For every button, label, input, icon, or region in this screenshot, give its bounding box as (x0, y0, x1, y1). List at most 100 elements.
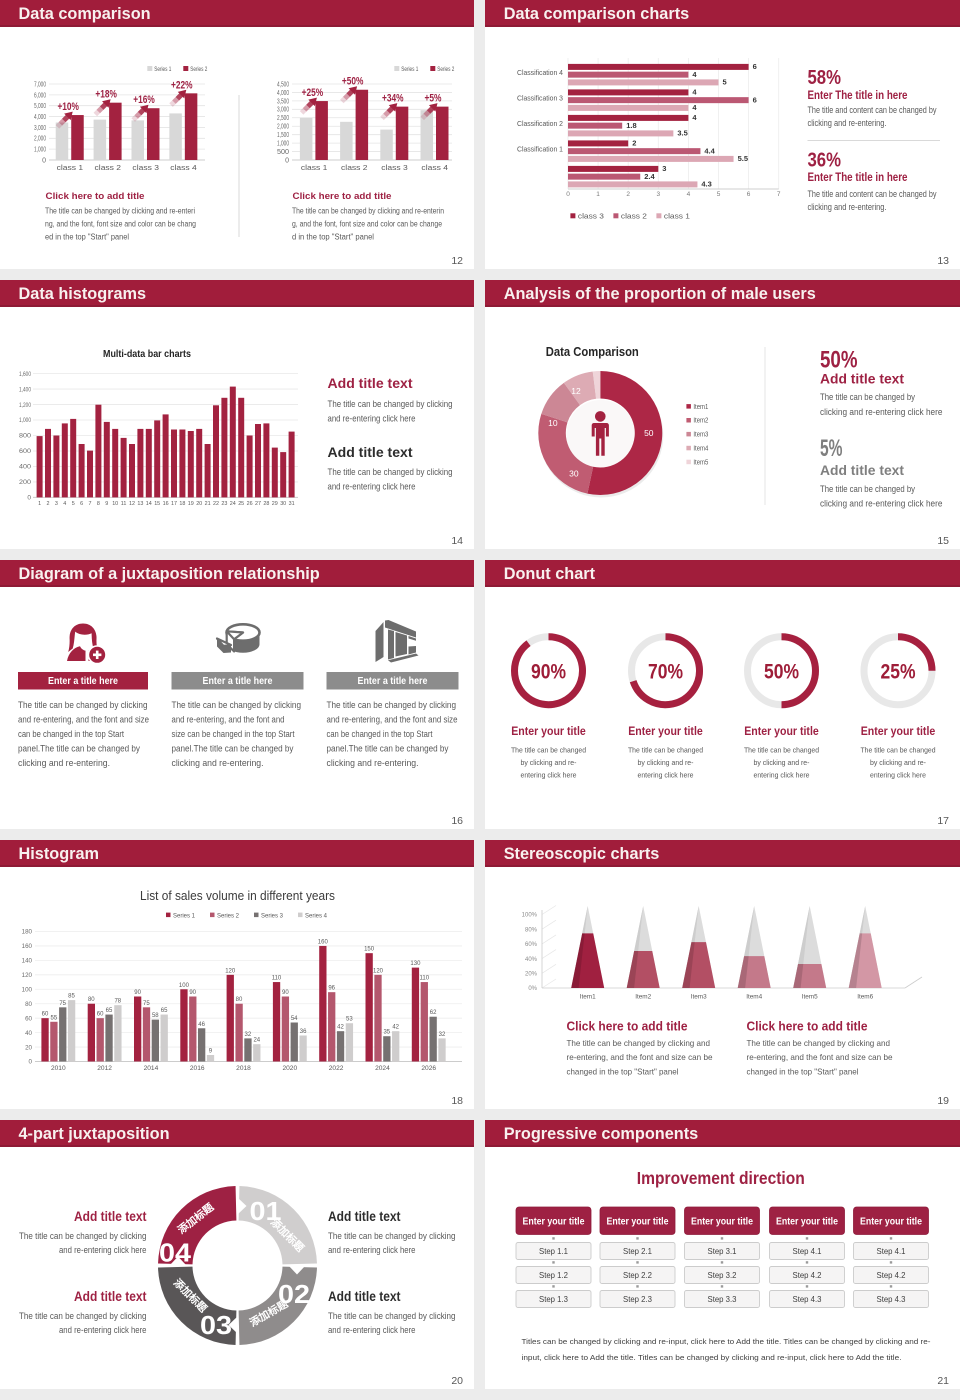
svg-text:96: 96 (328, 986, 335, 992)
svg-text:4: 4 (692, 113, 697, 122)
svg-text:clicking and re-entering.: clicking and re-entering. (172, 758, 264, 768)
svg-text:Series 4: Series 4 (305, 913, 327, 920)
svg-text:27: 27 (255, 501, 261, 507)
svg-text:6,000: 6,000 (34, 92, 46, 99)
svg-text:80: 80 (88, 997, 95, 1003)
svg-text:The title can be changed: The title can be changed (744, 746, 819, 755)
svg-text:g, and the font, font size and: g, and the font, font size and color can… (292, 220, 442, 229)
svg-text:16: 16 (163, 501, 169, 507)
svg-text:+50%: +50% (342, 76, 364, 88)
svg-text:60: 60 (97, 1012, 104, 1018)
svg-text:panel.The title can be changed: panel.The title can be changed by (327, 744, 449, 754)
svg-text:Step 1.2: Step 1.2 (539, 1270, 568, 1280)
svg-text:Step 4.2: Step 4.2 (793, 1270, 822, 1280)
svg-text:0%: 0% (528, 986, 537, 992)
svg-text:Item1: Item1 (693, 404, 708, 411)
svg-text:Enter your title: Enter your title (691, 1217, 753, 1228)
svg-text:+10%: +10% (57, 101, 79, 113)
svg-text:Enter your title: Enter your title (744, 724, 819, 738)
svg-text:2012: 2012 (97, 1065, 112, 1072)
svg-text:+5%: +5% (425, 93, 442, 105)
svg-text:Step 2.3: Step 2.3 (623, 1294, 652, 1304)
svg-text:46: 46 (198, 1022, 205, 1028)
svg-text:The title can be changed by cl: The title can be changed by clicking (328, 467, 453, 478)
svg-text:120: 120 (373, 968, 384, 974)
svg-text:6: 6 (80, 501, 83, 507)
svg-text:75: 75 (143, 1001, 150, 1007)
svg-text:29: 29 (272, 501, 278, 507)
svg-text:Click here to add title: Click here to add title (46, 191, 145, 202)
svg-text:The title can be changed by cl: The title can be changed by clicking (328, 399, 453, 410)
svg-text:Series 3: Series 3 (261, 913, 283, 920)
svg-text:5,000: 5,000 (34, 103, 46, 110)
svg-text:and re-entering click here: and re-entering click here (59, 1325, 147, 1335)
svg-text:Enter your title: Enter your title (607, 1217, 669, 1228)
svg-text:entering click here: entering click here (754, 770, 810, 779)
svg-text:12: 12 (571, 386, 581, 396)
svg-text:4,000: 4,000 (277, 90, 289, 97)
svg-text:23: 23 (221, 501, 227, 507)
svg-text:65: 65 (161, 1008, 168, 1014)
svg-text:24: 24 (230, 501, 236, 507)
svg-text:and re-entering click here: and re-entering click here (328, 1325, 416, 1335)
svg-text:2: 2 (626, 191, 630, 198)
svg-text:Series 1: Series 1 (154, 66, 171, 73)
svg-text:4: 4 (687, 191, 691, 198)
svg-text:1,200: 1,200 (19, 402, 31, 409)
svg-text:25%: 25% (881, 661, 916, 684)
svg-text:Item3: Item3 (691, 994, 707, 1001)
svg-text:4,000: 4,000 (34, 114, 46, 121)
svg-text:10: 10 (112, 501, 118, 507)
svg-text:85: 85 (68, 994, 75, 1000)
svg-text:4: 4 (692, 103, 697, 112)
svg-text:Item5: Item5 (693, 459, 708, 466)
svg-text:clicking and re-entering.: clicking and re-entering. (18, 758, 110, 768)
svg-text:Add title text: Add title text (820, 372, 905, 387)
svg-text:class 1: class 1 (664, 211, 690, 220)
svg-text:7,000: 7,000 (34, 81, 46, 88)
svg-text:class 3: class 3 (578, 211, 604, 220)
svg-text:5.5: 5.5 (738, 154, 748, 163)
svg-text:80: 80 (25, 1001, 32, 1008)
svg-text:7: 7 (89, 501, 92, 507)
svg-text:Step 3.1: Step 3.1 (708, 1246, 737, 1256)
svg-text:entering click here: entering click here (870, 770, 926, 779)
svg-text:Step 1.3: Step 1.3 (539, 1294, 568, 1304)
svg-text:1,600: 1,600 (19, 371, 31, 378)
svg-text:01: 01 (250, 1196, 282, 1226)
svg-text:14: 14 (146, 501, 152, 507)
svg-text:600: 600 (19, 448, 31, 455)
svg-text:re-entering, and the font and: re-entering, and the font and size can b… (747, 1053, 893, 1062)
svg-text:6: 6 (747, 191, 751, 198)
svg-text:2026: 2026 (421, 1065, 436, 1072)
svg-text:60%: 60% (525, 942, 538, 948)
svg-text:The title can be changed by: The title can be changed by (820, 484, 915, 494)
svg-text:Enter your title: Enter your title (776, 1217, 838, 1228)
svg-text:1.8: 1.8 (626, 121, 636, 130)
svg-text:50: 50 (644, 428, 654, 438)
svg-text:22: 22 (213, 501, 219, 507)
svg-text:60: 60 (25, 1015, 32, 1022)
svg-text:0: 0 (285, 157, 289, 164)
svg-text:58%: 58% (808, 67, 842, 89)
svg-text:15: 15 (154, 501, 160, 507)
svg-text:Add title text: Add title text (74, 1208, 147, 1224)
svg-text:Add title text: Add title text (328, 1288, 401, 1304)
svg-text:9: 9 (209, 1049, 213, 1055)
svg-text:42: 42 (337, 1025, 344, 1031)
svg-text:Add title text: Add title text (328, 1208, 401, 1224)
svg-text:4: 4 (63, 501, 66, 507)
svg-text:40: 40 (25, 1030, 32, 1037)
svg-text:clicking and re-entering click: clicking and re-entering click here (820, 499, 943, 509)
svg-text:2,000: 2,000 (277, 124, 289, 131)
svg-text:36: 36 (300, 1029, 307, 1035)
svg-text:4.4: 4.4 (704, 147, 715, 156)
svg-text:90: 90 (282, 990, 289, 996)
svg-text:2014: 2014 (144, 1065, 159, 1072)
svg-text:20: 20 (25, 1044, 32, 1051)
svg-text:3,000: 3,000 (277, 107, 289, 114)
svg-text:Step 3.3: Step 3.3 (708, 1294, 737, 1304)
svg-text:changed in the top "Start" pan: changed in the top "Start" panel (747, 1068, 859, 1077)
svg-text:Classification 1: Classification 1 (517, 144, 563, 153)
svg-text:3,500: 3,500 (277, 98, 289, 105)
